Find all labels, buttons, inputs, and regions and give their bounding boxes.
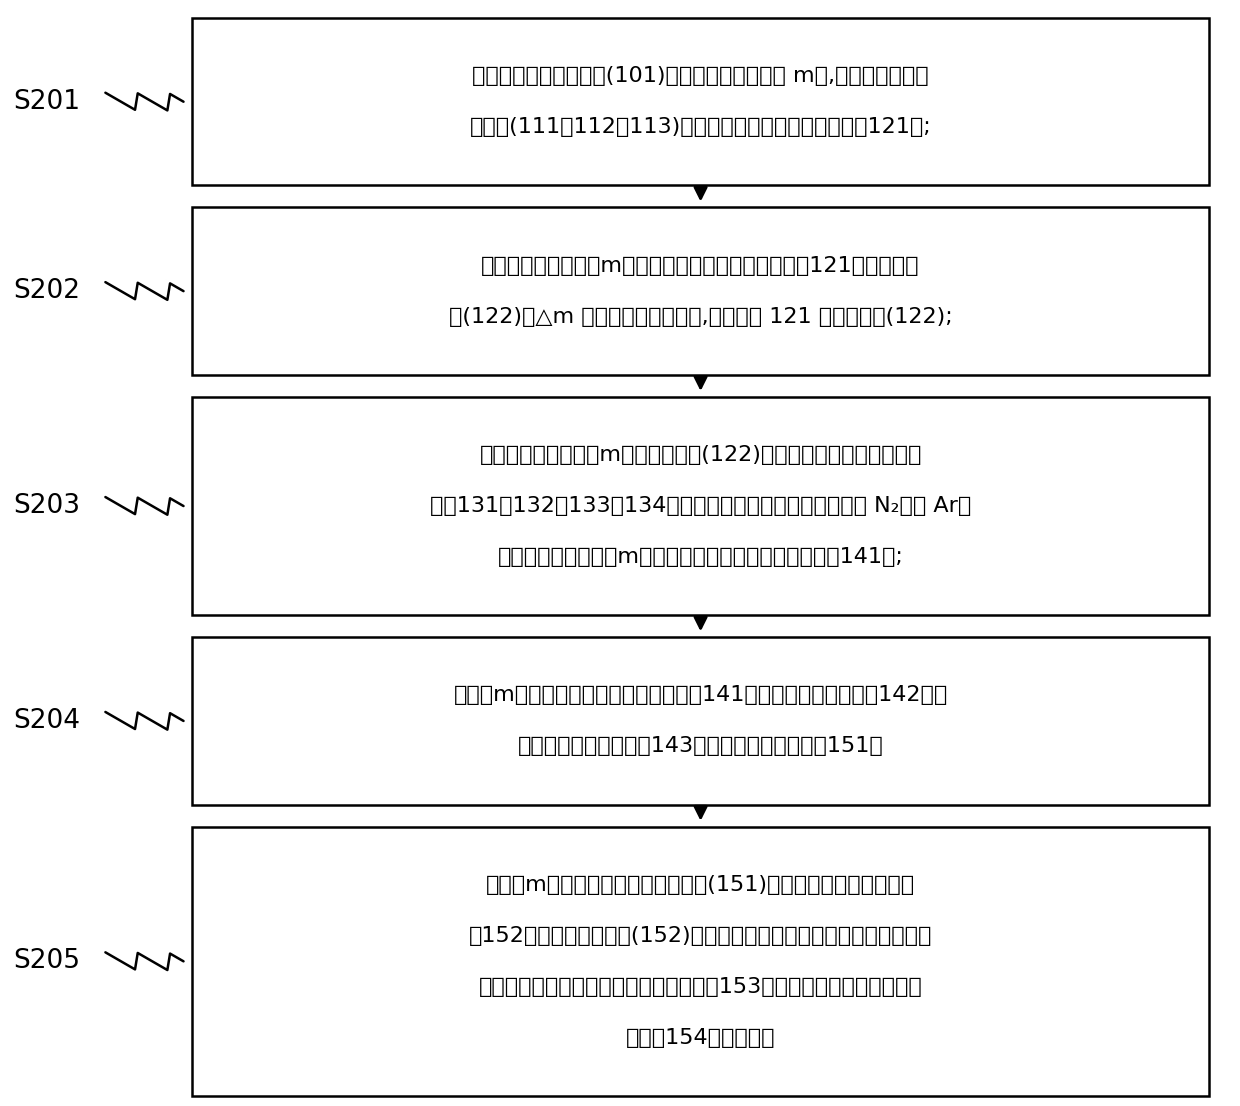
Text: 被测样品基体由离子源(101)离子化为离子（计为 m）,经过本装置的离: 被测样品基体由离子源(101)离子化为离子（计为 m）,经过本装置的离 [472,66,929,86]
Text: 系统（154）探测到。: 系统（154）探测到。 [626,1027,775,1047]
Text: S203: S203 [14,493,81,519]
Text: S201: S201 [14,88,81,115]
Text: S205: S205 [14,948,81,974]
Bar [192,826,1209,1096]
Bar [192,637,1209,805]
Text: S202: S202 [14,278,81,304]
Text: 离子（m）及其子离子由离子导引装置（141），经过四极偏转器（142），: 离子（m）及其子离子由离子导引装置（141），经过四极偏转器（142）， [454,686,947,706]
Bar [192,397,1209,615]
Text: 离子（m）及其子离子经过预四极杆(151)整形后进入双曲面四极杆: 离子（m）及其子离子经过预四极杆(151)整形后进入双曲面四极杆 [486,875,915,895]
Text: 式，仅允许特定离子通过进入后四极杆（153），被高信噪比离子计数器: 式，仅允许特定离子通过进入后四极杆（153），被高信噪比离子计数器 [479,977,923,997]
Text: 极(122)，△m 窗口外的离子被逐出,不能通过 121 进入后四极(122);: 极(122)，△m 窗口外的离子被逐出,不能通过 121 进入后四极(122); [449,306,952,326]
Bar [192,18,1209,186]
Text: 目标被测样品离子（m）通过第一级四极质量分析器（121）进入后四: 目标被测样品离子（m）通过第一级四极质量分析器（121）进入后四 [481,255,920,275]
Text: 子导引(111、112、113)后进入第一级四极质量分析器（121）;: 子导引(111、112、113)后进入第一级四极质量分析器（121）; [470,117,931,137]
Text: 再经过离子导引装置（143），导入到预四极杆（151）: 再经过离子导引装置（143），导入到预四极杆（151） [518,737,883,757]
Text: 气进行碰撞，离子（m）及其子离子飞向离子导引装置（141）;: 气进行碰撞，离子（m）及其子离子飞向离子导引装置（141）; [497,547,904,567]
Text: （152），双曲面四极杆(152)可以工作在全扫描模式或选择离子扫描模: （152），双曲面四极杆(152)可以工作在全扫描模式或选择离子扫描模 [469,926,932,946]
Text: 目标被测样品离子（m）进入后四极(122)经过整形，进入离子碎裂装: 目标被测样品离子（m）进入后四极(122)经过整形，进入离子碎裂装 [480,445,921,466]
Text: S204: S204 [14,708,81,734]
Text: 置（131、132、133、134），在离子通过此装置的过程中与 N₂（或 Ar）: 置（131、132、133、134），在离子通过此装置的过程中与 N₂（或 Ar… [430,497,971,517]
Bar [192,208,1209,375]
